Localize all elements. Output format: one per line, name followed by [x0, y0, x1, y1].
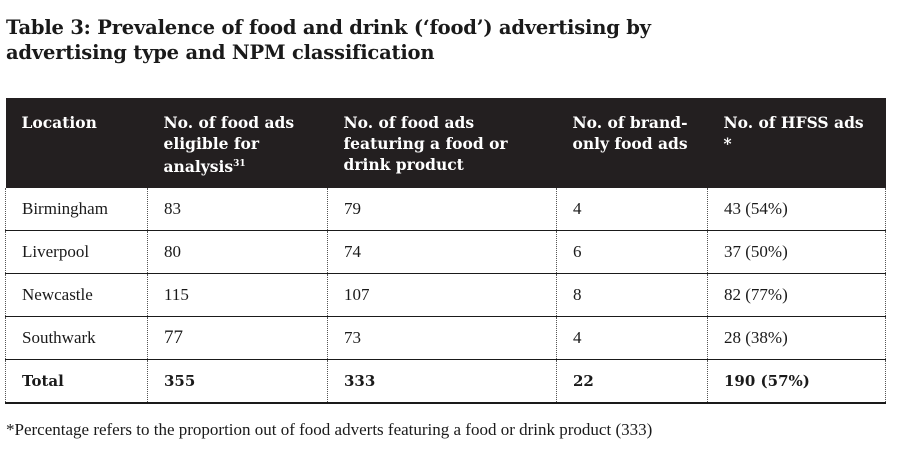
total-eligible: 355 — [147, 359, 328, 404]
cell-brand-only: 6 — [556, 230, 708, 274]
table-row: Liverpool 80 74 6 37 (50%) — [5, 230, 886, 274]
header-location: Location — [5, 98, 148, 188]
cell-location: Birmingham — [5, 188, 148, 231]
cell-brand-only: 4 — [556, 188, 708, 231]
header-hfss: No. of HFSS ads * — [707, 98, 886, 188]
cell-eligible: 115 — [147, 273, 328, 317]
total-hfss: 190 (57%) — [707, 359, 886, 404]
cell-hfss: 43 (54%) — [707, 188, 886, 231]
cell-eligible: 80 — [147, 230, 328, 274]
cell-brand-only: 4 — [556, 316, 708, 360]
cell-hfss: 37 (50%) — [707, 230, 886, 274]
cell-location: Liverpool — [5, 230, 148, 274]
cell-brand-only: 8 — [556, 273, 708, 317]
total-brand-only: 22 — [556, 359, 708, 404]
header-row: Location No. of food ads eligible for an… — [5, 98, 886, 188]
total-featuring: 333 — [327, 359, 557, 404]
footnote: *Percentage refers to the proportion out… — [6, 420, 653, 439]
header-eligible: No. of food ads eligible for analysis31 — [147, 98, 328, 188]
table-row: Birmingham 83 79 4 43 (54%) — [5, 188, 886, 231]
cell-location: Southwark — [5, 316, 148, 360]
total-row: Total 355 333 22 190 (57%) — [5, 359, 886, 404]
cell-featuring: 73 — [327, 316, 557, 360]
data-table: Location No. of food ads eligible for an… — [5, 98, 886, 404]
header-brand-only: No. of brand-only food ads — [556, 98, 708, 188]
cell-hfss: 82 (77%) — [707, 273, 886, 317]
cell-featuring: 107 — [327, 273, 557, 317]
cell-featuring: 79 — [327, 188, 557, 231]
total-label: Total — [5, 359, 148, 404]
cell-eligible: 77 — [147, 316, 328, 360]
cell-featuring: 74 — [327, 230, 557, 274]
footnote-ref: 31 — [233, 159, 246, 169]
table-row: Southwark 77 73 4 28 (38%) — [5, 316, 886, 360]
table-title: Table 3: Prevalence of food and drink (‘… — [6, 16, 651, 64]
cell-eligible: 83 — [147, 188, 328, 231]
header-featuring: No. of food ads featuring a food or drin… — [327, 98, 557, 188]
table-row: Newcastle 115 107 8 82 (77%) — [5, 273, 886, 317]
cell-location: Newcastle — [5, 273, 148, 317]
cell-hfss: 28 (38%) — [707, 316, 886, 360]
